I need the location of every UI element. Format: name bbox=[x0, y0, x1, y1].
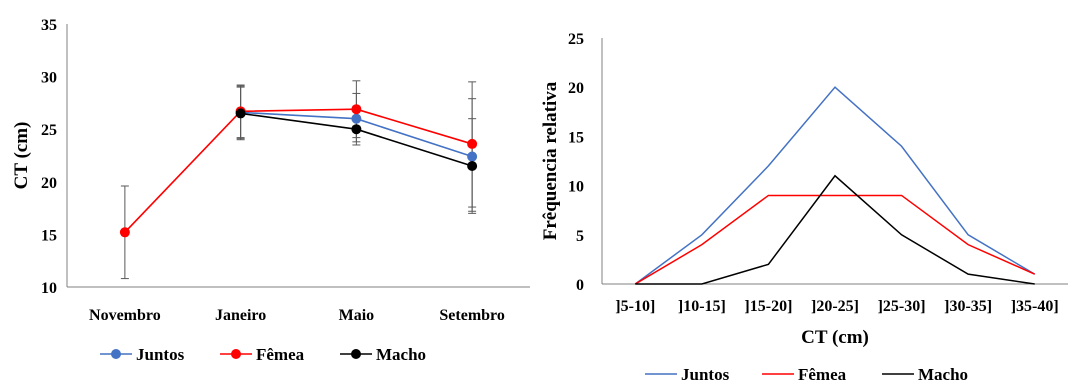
chart1-series-line-fêmea bbox=[124, 108, 473, 233]
chart1-point-juntos bbox=[467, 151, 478, 162]
chart2-point-fêmea bbox=[900, 194, 903, 197]
chart1-legend-marker bbox=[231, 349, 241, 359]
chart2-x-tick-label: ]25-30] bbox=[878, 298, 926, 315]
chart2-series-line-juntos bbox=[634, 86, 1036, 285]
chart2-series-line-fêmea bbox=[634, 194, 1036, 285]
chart2-y-tick-label: 0 bbox=[576, 277, 584, 294]
chart2-legend-label: Macho bbox=[918, 365, 968, 384]
chart2-y-tick-label: 10 bbox=[568, 179, 584, 196]
chart1-y-tick-label: 15 bbox=[41, 227, 57, 244]
chart2-point-fêmea bbox=[834, 194, 837, 197]
chart1-legend-label: Fêmea bbox=[256, 345, 305, 364]
chart1-y-tick-label: 30 bbox=[41, 70, 57, 87]
chart1-y-axis-title: CT (cm) bbox=[11, 122, 32, 190]
chart1-point-macho bbox=[351, 124, 362, 135]
chart2-point-juntos bbox=[700, 233, 703, 236]
chart2-x-tick-label: ]10-15] bbox=[678, 298, 726, 315]
chart2-y-tick-label: 20 bbox=[568, 80, 584, 97]
chart1-x-tick-label: Janeiro bbox=[215, 307, 266, 324]
chart2-x-tick-label: ]15-20] bbox=[744, 298, 792, 315]
chart1-point-macho bbox=[235, 108, 246, 119]
chart1-legend-label: Juntos bbox=[136, 345, 185, 364]
chart2-point-macho bbox=[967, 273, 970, 276]
chart2-point-juntos bbox=[767, 164, 770, 167]
chart1-y-tick-label: 20 bbox=[41, 175, 57, 192]
chart2-point-juntos bbox=[834, 86, 837, 89]
chart2-legend-label: Juntos bbox=[681, 365, 730, 384]
chart2-point-macho bbox=[900, 233, 903, 236]
chart2-x-tick-label: ]30-35] bbox=[944, 298, 992, 315]
chart1-point-macho bbox=[467, 161, 478, 172]
chart2-point-macho bbox=[700, 283, 703, 286]
chart1-legend-label: Macho bbox=[376, 345, 426, 364]
chart1-point-juntos bbox=[351, 113, 362, 124]
chart2-y-tick-label: 25 bbox=[568, 31, 584, 48]
chart2-legend-label: Fêmea bbox=[798, 365, 847, 384]
chart1-y-tick-label: 35 bbox=[41, 17, 57, 34]
chart2-point-fêmea bbox=[1033, 273, 1036, 276]
chart1-legend-marker bbox=[351, 349, 361, 359]
chart2-x-tick-label: ]5-10] bbox=[615, 298, 655, 315]
chart1-y-tick-label: 25 bbox=[41, 122, 57, 139]
chart1-x-tick-label: Novembro bbox=[89, 307, 161, 324]
chart1-point-fêmea bbox=[119, 227, 130, 238]
chart2-point-fêmea bbox=[700, 243, 703, 246]
chart1-x-tick-label: Maio bbox=[339, 307, 375, 324]
chart1-legend-marker bbox=[111, 349, 121, 359]
chart1-point-fêmea bbox=[467, 138, 478, 149]
chart2-y-tick-label: 5 bbox=[576, 228, 584, 245]
chart2-y-axis-title: Frêquencia relativa bbox=[540, 81, 561, 240]
chart2-point-juntos bbox=[967, 233, 970, 236]
chart2-point-macho bbox=[1033, 283, 1036, 286]
chart2-point-macho bbox=[634, 283, 637, 286]
chart2-point-fêmea bbox=[967, 243, 970, 246]
chart2-point-juntos bbox=[900, 145, 903, 148]
chart2-point-macho bbox=[767, 263, 770, 266]
chart2-point-macho bbox=[834, 174, 837, 177]
chart2-series-line-macho bbox=[635, 174, 1035, 285]
chart1-x-tick-label: Setembro bbox=[439, 307, 504, 324]
chart1-y-tick-label: 10 bbox=[41, 280, 57, 297]
chart2-y-tick-label: 15 bbox=[568, 129, 584, 146]
chart1-point-fêmea bbox=[351, 104, 362, 115]
chart2-x-axis-title: CT (cm) bbox=[801, 327, 869, 348]
chart2-x-tick-label: ]35-40] bbox=[1011, 298, 1059, 315]
chart2-point-fêmea bbox=[767, 194, 770, 197]
chart2-x-tick-label: ]20-25] bbox=[811, 298, 859, 315]
